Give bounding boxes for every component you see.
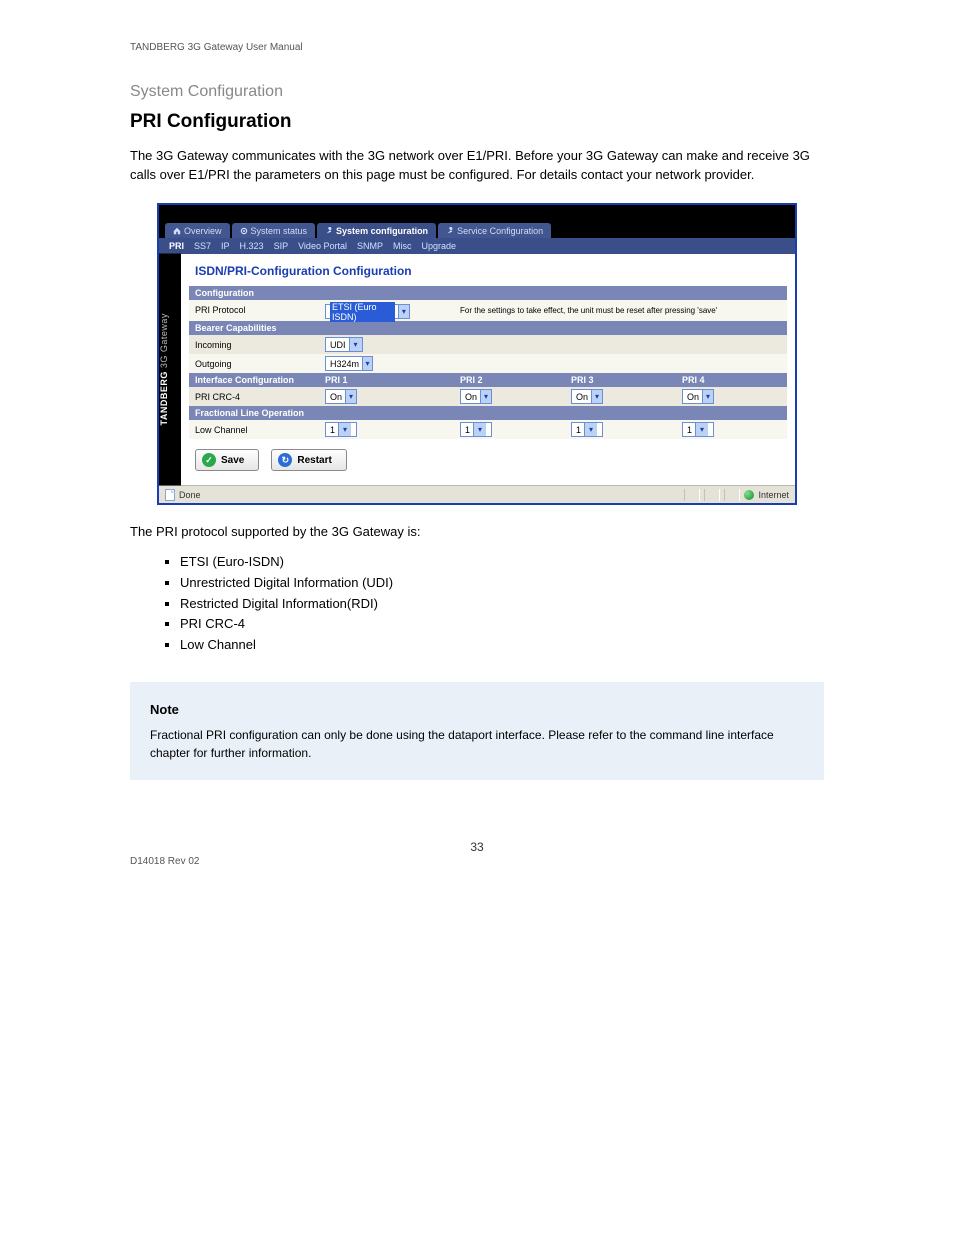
doc-header: TANDBERG 3G Gateway User Manual: [130, 42, 824, 53]
sub-nav: PRI SS7 IP H.323 SIP Video Portal SNMP M…: [159, 238, 795, 254]
section-header-interface: Interface Configuration: [189, 373, 319, 387]
chevron-down-icon: ▾: [584, 423, 597, 436]
tab-system-configuration[interactable]: System configuration: [317, 223, 436, 238]
refresh-icon: ↻: [278, 453, 292, 467]
section-header-configuration: Configuration: [189, 286, 787, 300]
chevron-down-icon: ▾: [480, 390, 491, 403]
outgoing-select[interactable]: H324m ▾: [325, 356, 373, 371]
chevron-down-icon: ▾: [345, 390, 356, 403]
tab-label: System status: [251, 226, 308, 236]
low-pri4-select[interactable]: 1▾: [682, 422, 714, 437]
restart-button-label: Restart: [297, 455, 331, 466]
list-item: Unrestricted Digital Information (UDI): [180, 573, 824, 594]
restart-button[interactable]: ↻ Restart: [271, 449, 346, 471]
crc4-pri1-select[interactable]: On▾: [325, 389, 357, 404]
doc-revision: D14018 Rev 02: [130, 856, 824, 867]
low-pri3-select[interactable]: 1▾: [571, 422, 603, 437]
home-icon: [173, 227, 181, 235]
browser-statusbar: Done Internet: [159, 485, 795, 503]
subnav-misc[interactable]: Misc: [393, 241, 412, 251]
config-table: Configuration PRI Protocol ETSI (Euro IS…: [189, 286, 787, 440]
tab-system-status[interactable]: System status: [232, 223, 316, 238]
note-box: Note Fractional PRI configuration can on…: [130, 682, 824, 780]
pri-protocol-label: PRI Protocol: [189, 300, 319, 322]
note-body: Fractional PRI configuration can only be…: [150, 726, 804, 762]
wrench-icon: [446, 227, 454, 235]
col-pri1: PRI 1: [319, 373, 454, 387]
side-brand: TANDBERG 3G Gateway: [159, 254, 181, 486]
note-title: Note: [150, 700, 804, 720]
section-header-fractional: Fractional Line Operation: [189, 406, 787, 420]
crc4-label: PRI CRC-4: [189, 387, 319, 406]
gear-icon: [240, 227, 248, 235]
list-item: Low Channel: [180, 635, 824, 656]
chevron-down-icon: ▾: [338, 423, 351, 436]
globe-icon: [744, 490, 754, 500]
main-tabs: Overview System status System configurat…: [159, 218, 795, 238]
subnav-sip[interactable]: SIP: [274, 241, 289, 251]
status-zone: Internet: [758, 490, 789, 500]
list-item: ETSI (Euro-ISDN): [180, 552, 824, 573]
chevron-down-icon: ▾: [695, 423, 708, 436]
reset-warning: For the settings to take effect, the uni…: [454, 300, 787, 322]
list-item: Restricted Digital Information(RDI): [180, 594, 824, 615]
chevron-down-icon: ▾: [362, 357, 372, 370]
after-paragraph: The PRI protocol supported by the 3G Gat…: [130, 523, 824, 542]
tab-overview[interactable]: Overview: [165, 223, 230, 238]
chevron-down-icon: ▾: [591, 390, 602, 403]
low-pri2-select[interactable]: 1▾: [460, 422, 492, 437]
check-icon: ✓: [202, 453, 216, 467]
subnav-pri[interactable]: PRI: [169, 241, 184, 251]
chevron-down-icon: ▾: [349, 338, 362, 351]
subnav-ip[interactable]: IP: [221, 241, 230, 251]
subnav-snmp[interactable]: SNMP: [357, 241, 383, 251]
intro-paragraph: The 3G Gateway communicates with the 3G …: [130, 147, 824, 185]
wrench-icon: [325, 227, 333, 235]
incoming-select[interactable]: UDI ▾: [325, 337, 363, 352]
page-icon: [165, 489, 175, 501]
list-item: PRI CRC-4: [180, 614, 824, 635]
pri-config-screenshot: Overview System status System configurat…: [157, 203, 797, 506]
chevron-down-icon: ▾: [473, 423, 486, 436]
col-pri3: PRI 3: [565, 373, 676, 387]
status-done: Done: [179, 490, 201, 500]
tab-label: Service Configuration: [457, 226, 543, 236]
chevron-down-icon: ▾: [398, 305, 409, 318]
outgoing-label: Outgoing: [189, 354, 319, 373]
col-pri2: PRI 2: [454, 373, 565, 387]
subsection-label: System Configuration: [130, 83, 824, 101]
panel-title: ISDN/PRI-Configuration Configuration: [195, 264, 787, 278]
tab-service-configuration[interactable]: Service Configuration: [438, 223, 551, 238]
tab-label: System configuration: [336, 226, 428, 236]
low-pri1-select[interactable]: 1▾: [325, 422, 357, 437]
tab-label: Overview: [184, 226, 222, 236]
crc4-pri2-select[interactable]: On▾: [460, 389, 492, 404]
incoming-label: Incoming: [189, 335, 319, 354]
low-channel-label: Low Channel: [189, 420, 319, 439]
crc4-pri3-select[interactable]: On▾: [571, 389, 603, 404]
section-title: PRI Configuration: [130, 111, 824, 133]
save-button-label: Save: [221, 455, 244, 466]
subnav-h323[interactable]: H.323: [240, 241, 264, 251]
subnav-ss7[interactable]: SS7: [194, 241, 211, 251]
save-button[interactable]: ✓ Save: [195, 449, 259, 471]
protocol-list: ETSI (Euro-ISDN) Unrestricted Digital In…: [180, 552, 824, 656]
subnav-upgrade[interactable]: Upgrade: [421, 241, 456, 251]
crc4-pri4-select[interactable]: On▾: [682, 389, 714, 404]
section-header-bearer: Bearer Capabilities: [189, 321, 787, 335]
col-pri4: PRI 4: [676, 373, 787, 387]
subnav-video-portal[interactable]: Video Portal: [298, 241, 347, 251]
chevron-down-icon: ▾: [702, 390, 713, 403]
page-number: 33: [130, 840, 824, 854]
pri-protocol-select[interactable]: ETSI (Euro ISDN) ▾: [325, 304, 410, 319]
